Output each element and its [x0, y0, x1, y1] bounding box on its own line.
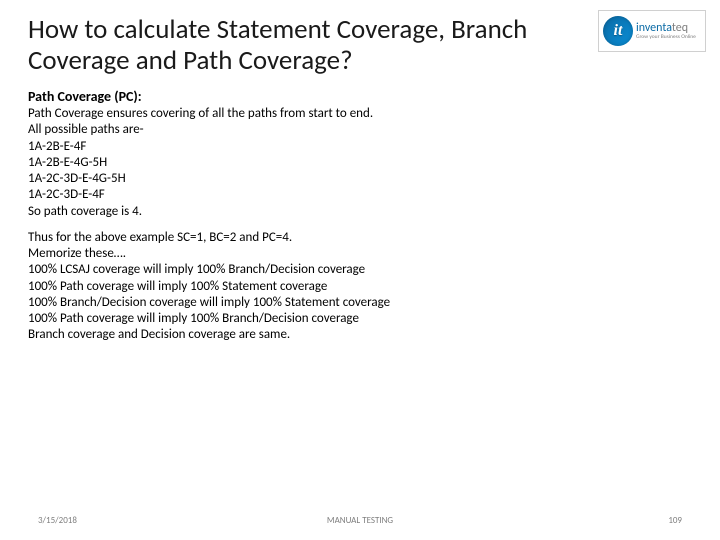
logo-badge-letter: it: [614, 22, 623, 40]
logo-wordmark: inventateq: [636, 22, 696, 34]
text-line: 1A-2B-E-4G-5H: [28, 155, 692, 171]
text-line: 100% LCSAJ coverage will imply 100% Bran…: [28, 262, 692, 278]
text-line: 1A-2C-3D-E-4G-5H: [28, 171, 692, 187]
footer-title: MANUAL TESTING: [327, 515, 393, 526]
text-line: Thus for the above example SC=1, BC=2 an…: [28, 230, 692, 246]
path-coverage-block: Path Coverage ensures covering of all th…: [28, 106, 692, 220]
text-line: 100% Path coverage will imply 100% State…: [28, 279, 692, 295]
text-line: So path coverage is 4.: [28, 204, 692, 220]
footer-date: 3/15/2018: [38, 515, 77, 526]
text-line: Branch coverage and Decision coverage ar…: [28, 327, 692, 343]
slide: it inventateq Grow your Business Online …: [0, 0, 720, 540]
slide-footer: 3/15/2018 MANUAL TESTING 109: [0, 515, 720, 526]
logo-badge-icon: it: [603, 16, 633, 46]
summary-block: Thus for the above example SC=1, BC=2 an…: [28, 230, 692, 344]
page-title: How to calculate Statement Coverage, Bra…: [28, 14, 568, 76]
section-heading: Path Coverage (PC):: [28, 88, 692, 105]
brand-logo: it inventateq Grow your Business Online: [598, 10, 706, 52]
logo-tagline: Grow your Business Online: [636, 35, 696, 41]
text-line: 100% Branch/Decision coverage will imply…: [28, 295, 692, 311]
text-line: Path Coverage ensures covering of all th…: [28, 106, 692, 122]
footer-page-number: 109: [668, 515, 682, 526]
text-line: 1A-2B-E-4F: [28, 139, 692, 155]
text-line: All possible paths are-: [28, 122, 692, 138]
text-line: 1A-2C-3D-E-4F: [28, 187, 692, 203]
text-line: Memorize these….: [28, 246, 692, 262]
text-line: 100% Path coverage will imply 100% Branc…: [28, 311, 692, 327]
